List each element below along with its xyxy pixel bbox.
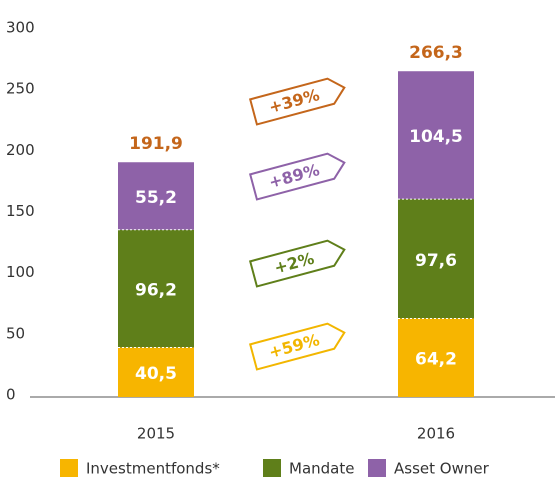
value-label: 55,2 bbox=[135, 188, 177, 208]
value-label: 104,5 bbox=[409, 127, 463, 147]
y-tick-label: 50 bbox=[6, 324, 25, 342]
bar-segment bbox=[398, 199, 474, 319]
x-tick-label: 2015 bbox=[137, 425, 175, 443]
bar-segment bbox=[398, 318, 474, 397]
growth-tag: +89% bbox=[248, 152, 346, 201]
total-label: 191,9 bbox=[129, 134, 183, 154]
y-tick-label: 100 bbox=[6, 263, 35, 281]
tag-shape bbox=[248, 322, 346, 371]
tag-shape bbox=[248, 77, 346, 126]
y-tick-label: 0 bbox=[6, 386, 16, 404]
y-tick-label: 300 bbox=[6, 19, 35, 37]
legend-label: Asset Owner bbox=[394, 460, 490, 478]
y-tick-label: 200 bbox=[6, 141, 35, 159]
legend-swatch bbox=[60, 459, 78, 477]
legend-swatch bbox=[263, 459, 281, 477]
legend-label: Mandate bbox=[289, 460, 354, 478]
total-label: 266,3 bbox=[409, 43, 463, 63]
growth-tag: +59% bbox=[248, 322, 346, 371]
tag-shape bbox=[248, 152, 346, 201]
bar-segment bbox=[398, 71, 474, 200]
x-tick-label: 2016 bbox=[417, 425, 455, 443]
bar-segment bbox=[118, 229, 194, 348]
value-label: 40,5 bbox=[135, 364, 177, 384]
tag-shape bbox=[248, 239, 346, 288]
value-label: 64,2 bbox=[415, 350, 457, 370]
y-tick-label: 250 bbox=[6, 80, 35, 98]
growth-tag: +2% bbox=[248, 239, 346, 288]
bar-segment bbox=[118, 347, 194, 397]
bar-segment bbox=[118, 162, 194, 230]
legend-label: Investmentfonds* bbox=[86, 460, 220, 478]
growth-tag: +39% bbox=[248, 77, 346, 126]
value-label: 96,2 bbox=[135, 281, 177, 301]
value-label: 97,6 bbox=[415, 251, 457, 271]
y-tick-label: 150 bbox=[6, 202, 35, 220]
legend-swatch bbox=[368, 459, 386, 477]
